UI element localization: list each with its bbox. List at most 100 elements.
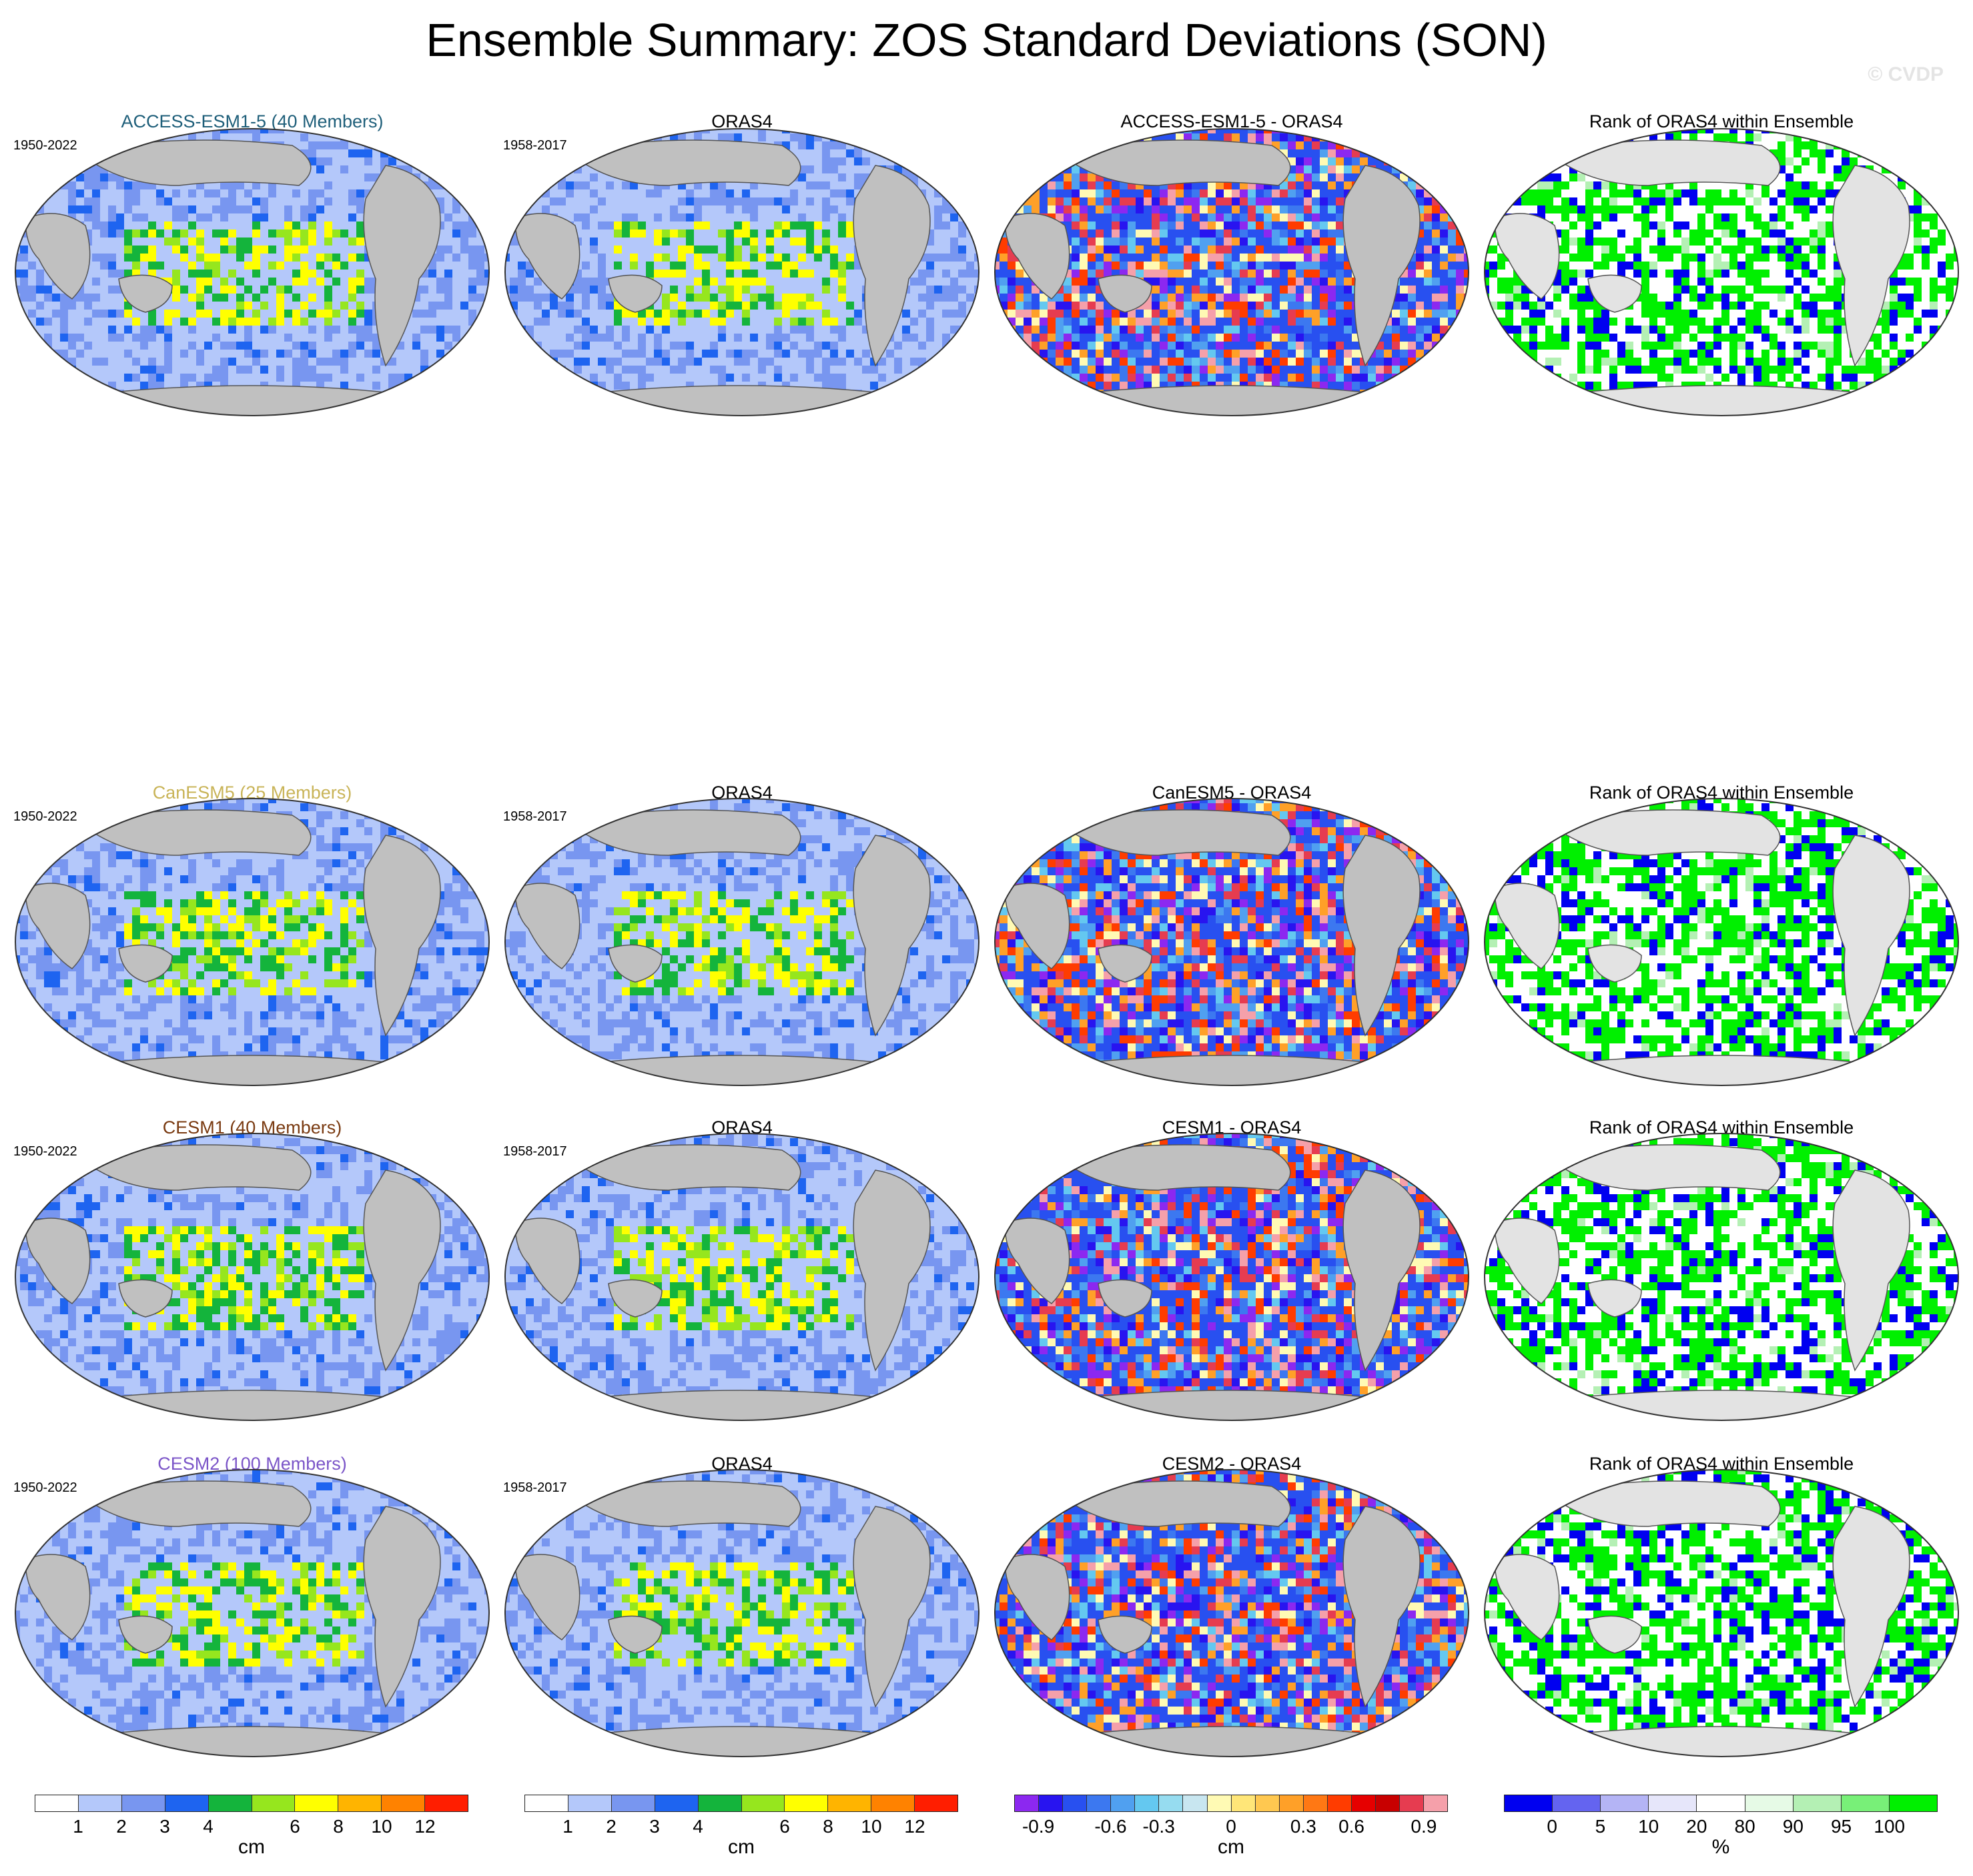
colorbar-unit: % bbox=[1712, 1836, 1730, 1859]
colorbar-tick-label: 3 bbox=[649, 1816, 660, 1837]
colorbar-swatch bbox=[77, 1795, 121, 1811]
colorbar-swatch bbox=[1399, 1795, 1424, 1811]
colorbar-tick-label: 3 bbox=[159, 1816, 170, 1837]
colorbar-tick-label: 95 bbox=[1831, 1816, 1852, 1837]
colorbar-tick-label: 6 bbox=[290, 1816, 300, 1837]
diff-map bbox=[994, 1133, 1469, 1421]
colorbar-swatch bbox=[1840, 1795, 1889, 1811]
colorbar-swatch bbox=[121, 1795, 165, 1811]
rank-map bbox=[1484, 1133, 1959, 1421]
colorbar-tick-label: 1 bbox=[73, 1816, 83, 1837]
colorbar-swatch bbox=[611, 1795, 655, 1811]
colorbar-tick-label: 0 bbox=[1226, 1816, 1236, 1837]
model-map bbox=[15, 1133, 490, 1421]
colorbar-swatch bbox=[1374, 1795, 1399, 1811]
figure-title: Ensemble Summary: ZOS Standard Deviation… bbox=[0, 12, 1973, 68]
sd_obs-colorbar bbox=[524, 1795, 958, 1812]
colorbar-tick-label: 12 bbox=[414, 1816, 435, 1837]
obs-panel-title: ORAS4 bbox=[508, 111, 975, 132]
colorbar-tick-label: 4 bbox=[203, 1816, 214, 1837]
colorbar-unit: cm bbox=[238, 1836, 265, 1859]
colorbar-tick-label: 8 bbox=[823, 1816, 833, 1837]
colorbar-swatch bbox=[1182, 1795, 1207, 1811]
colorbar-swatch bbox=[1086, 1795, 1111, 1811]
model-period: 1950-2022 bbox=[13, 1480, 77, 1496]
colorbar-swatch bbox=[1134, 1795, 1159, 1811]
model-map bbox=[15, 1469, 490, 1757]
rank-map bbox=[1484, 1469, 1959, 1757]
model-panel-title: ACCESS-ESM1-5 (40 Members) bbox=[19, 111, 486, 132]
obs-period: 1958-2017 bbox=[503, 137, 567, 153]
model-map bbox=[15, 798, 490, 1086]
colorbar-swatch bbox=[1110, 1795, 1135, 1811]
colorbar-swatch bbox=[1302, 1795, 1327, 1811]
obs-map bbox=[504, 798, 979, 1086]
colorbar-tick-label: 0.9 bbox=[1411, 1816, 1437, 1837]
colorbar-tick-label: 6 bbox=[779, 1816, 790, 1837]
obs-map bbox=[504, 128, 979, 416]
colorbar-tick-label: 5 bbox=[1595, 1816, 1606, 1837]
colorbar-swatch bbox=[1888, 1795, 1937, 1811]
colorbar-swatch bbox=[1696, 1795, 1745, 1811]
rank-colorbar bbox=[1504, 1795, 1938, 1812]
sd_model-colorbar bbox=[35, 1795, 468, 1812]
colorbar-swatch bbox=[1015, 1795, 1039, 1811]
colorbar-tick-label: 10 bbox=[861, 1816, 881, 1837]
model-period: 1950-2022 bbox=[13, 137, 77, 153]
obs-period: 1958-2017 bbox=[503, 1480, 567, 1496]
colorbar-swatch bbox=[871, 1795, 915, 1811]
colorbar-tick-label: 8 bbox=[333, 1816, 344, 1837]
colorbar-swatch bbox=[567, 1795, 611, 1811]
colorbar-swatch bbox=[1230, 1795, 1255, 1811]
colorbar-swatch bbox=[1206, 1795, 1231, 1811]
colorbar-tick-label: 12 bbox=[904, 1816, 925, 1837]
colorbar-swatch bbox=[424, 1795, 468, 1811]
colorbar-swatch bbox=[784, 1795, 828, 1811]
diff-map bbox=[994, 128, 1469, 416]
watermark: © CVDP bbox=[1868, 63, 1944, 86]
diff-map bbox=[994, 1469, 1469, 1757]
colorbar-swatch bbox=[381, 1795, 425, 1811]
colorbar-swatch bbox=[338, 1795, 382, 1811]
model-map bbox=[15, 128, 490, 416]
obs-map bbox=[504, 1133, 979, 1421]
obs-period: 1958-2017 bbox=[503, 809, 567, 825]
colorbar-unit: cm bbox=[728, 1836, 755, 1859]
colorbar-tick-label: 80 bbox=[1735, 1816, 1755, 1837]
model-period: 1950-2022 bbox=[13, 809, 77, 825]
colorbar-swatch bbox=[1158, 1795, 1183, 1811]
colorbar-swatch bbox=[1278, 1795, 1303, 1811]
colorbar-swatch bbox=[1744, 1795, 1793, 1811]
colorbar-swatch bbox=[208, 1795, 252, 1811]
colorbar-swatch bbox=[35, 1795, 78, 1811]
colorbar-swatch bbox=[525, 1795, 568, 1811]
colorbar-swatch bbox=[294, 1795, 338, 1811]
colorbar-tick-label: 90 bbox=[1783, 1816, 1804, 1837]
colorbar-swatch bbox=[1505, 1795, 1553, 1811]
colorbar-swatch bbox=[1062, 1795, 1087, 1811]
colorbar-swatch bbox=[827, 1795, 871, 1811]
colorbar-swatch bbox=[1648, 1795, 1697, 1811]
model-period: 1950-2022 bbox=[13, 1143, 77, 1159]
colorbar-unit: cm bbox=[1218, 1836, 1244, 1859]
colorbar-swatch bbox=[1254, 1795, 1279, 1811]
colorbar-swatch bbox=[1552, 1795, 1601, 1811]
obs-period: 1958-2017 bbox=[503, 1143, 567, 1159]
colorbar-swatch bbox=[1326, 1795, 1351, 1811]
colorbar-swatch bbox=[741, 1795, 785, 1811]
diff-map bbox=[994, 798, 1469, 1086]
colorbar-tick-label: 100 bbox=[1874, 1816, 1905, 1837]
colorbar-tick-label: 1 bbox=[562, 1816, 573, 1837]
colorbar-swatch bbox=[251, 1795, 295, 1811]
colorbar-swatch bbox=[1792, 1795, 1841, 1811]
rank-map bbox=[1484, 798, 1959, 1086]
colorbar-swatch bbox=[1600, 1795, 1649, 1811]
colorbar-tick-label: 20 bbox=[1686, 1816, 1707, 1837]
colorbar-swatch bbox=[164, 1795, 208, 1811]
colorbar-tick-label: -0.3 bbox=[1143, 1816, 1175, 1837]
colorbar-tick-label: 2 bbox=[116, 1816, 127, 1837]
colorbar-tick-label: -0.6 bbox=[1094, 1816, 1126, 1837]
colorbar-swatch bbox=[1423, 1795, 1448, 1811]
colorbar-tick-label: 0.3 bbox=[1290, 1816, 1316, 1837]
obs-map bbox=[504, 1469, 979, 1757]
